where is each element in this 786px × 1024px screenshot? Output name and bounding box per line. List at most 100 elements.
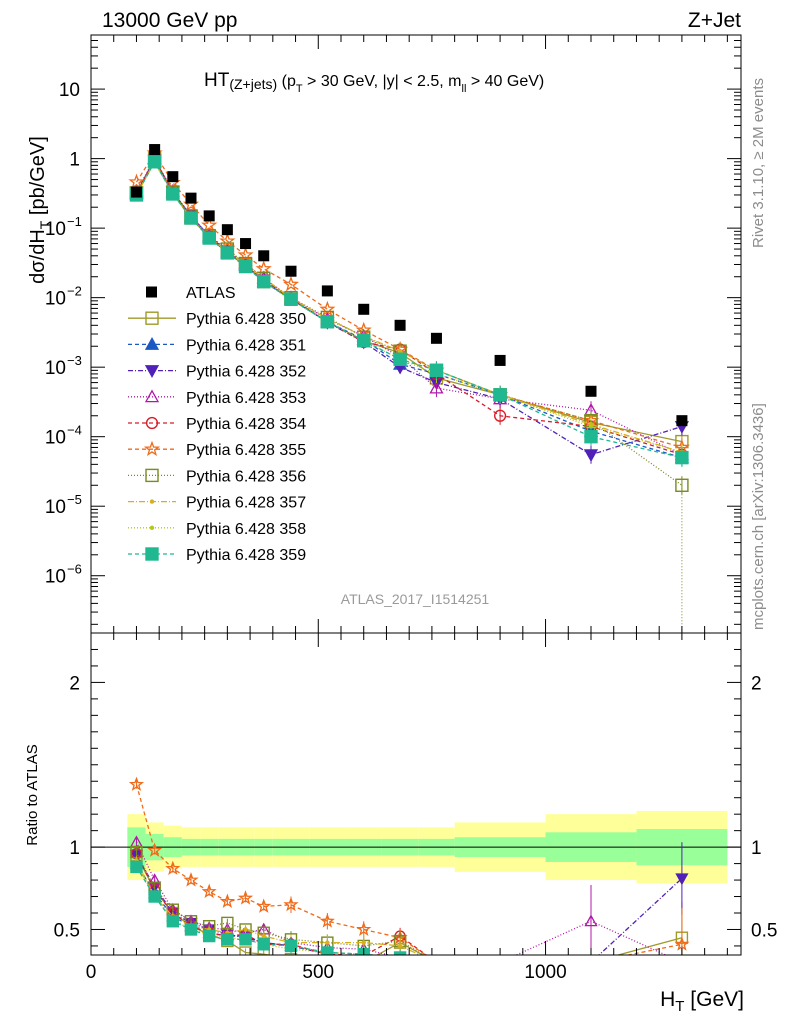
- x-axis-label: HT [GeV]: [660, 988, 744, 1015]
- legend-marker-5: [143, 440, 161, 457]
- series-point-5: [282, 275, 300, 292]
- header-right: Z+Jet: [688, 9, 741, 32]
- plot-title-mid: > 30 GeV, |y| < 2.5, m: [303, 73, 462, 90]
- series-point-8: [588, 424, 594, 429]
- series-line-8: [135, 161, 683, 453]
- x-axis-label-sub: T: [675, 998, 684, 1015]
- plot-title-main: HT: [204, 70, 230, 91]
- y-tick-label: 10: [45, 497, 66, 518]
- series-point-9: [184, 211, 198, 225]
- data-point: [130, 186, 142, 198]
- series-point-4: [493, 409, 507, 422]
- ratio-point-9: [239, 933, 252, 946]
- ratio-point-9: [393, 951, 407, 955]
- plot-title: HT(Z+jets) (pT > 30 GeV, |y| < 2.5, mll …: [204, 70, 544, 95]
- series-point-9: [257, 274, 271, 289]
- y-tick-label-exponent: −6: [67, 562, 82, 577]
- series-point-5: [219, 232, 236, 249]
- y-tick-label: 10: [45, 219, 66, 240]
- plot-title-sub3: ll: [462, 83, 467, 95]
- plot-title-close: > 40 GeV): [466, 73, 544, 90]
- series-point-2: [583, 449, 599, 463]
- series-point-9: [238, 259, 253, 274]
- data-point: [321, 285, 333, 297]
- series-point-9: [493, 388, 507, 402]
- ratio-y-tick-label: 1: [69, 838, 80, 859]
- plot-title-sub: (Z+jets): [229, 76, 277, 92]
- ratio-point-3: [584, 914, 598, 927]
- series-point-9: [166, 187, 180, 201]
- ratio-point-8: [398, 955, 402, 959]
- y-tick-label-exponent: −5: [67, 492, 82, 507]
- ratio-point-5: [283, 896, 299, 912]
- ratio-point-9: [257, 938, 270, 951]
- data-point: [430, 332, 442, 344]
- y-tick-label: 10: [59, 80, 80, 101]
- ratio-point-9: [184, 923, 198, 936]
- x-tick-label: 500: [302, 962, 334, 983]
- ratio-point-5: [319, 913, 335, 928]
- data-point: [221, 224, 233, 236]
- ratio-point-5: [356, 921, 372, 937]
- ratio-plot: 0 500 1000 0.5 0.5 1 1 2 2 Ratio to ATLAS HT [G…: [24, 632, 777, 1015]
- ratio-point-5: [674, 936, 690, 951]
- series-line-4: [135, 158, 683, 456]
- series-point-3: [429, 380, 444, 394]
- header-left: 13000 GeV pp: [102, 9, 237, 32]
- x-axis-label-main: H: [660, 988, 675, 1011]
- legend-marker-4: [145, 416, 159, 430]
- x-axis-label-unit: [GeV]: [684, 988, 744, 1011]
- legend-marker-6: [145, 468, 159, 483]
- data-point: [185, 192, 197, 204]
- legend-label-data: ATLAS: [186, 285, 236, 302]
- y-tick-label: 10: [45, 289, 66, 310]
- ratio-point-0: [239, 946, 252, 955]
- side-label-mcplots: mcplots.cern.ch [arXiv:1306.3436]: [750, 403, 767, 630]
- ratio-point-5: [256, 898, 272, 913]
- legend-label-2: Pythia 6.428 352: [186, 364, 306, 381]
- legend-marker-0: [145, 311, 159, 325]
- ratio-point-5: [237, 890, 254, 905]
- y-tick-label-exponent: −3: [67, 353, 82, 368]
- series-point-9: [220, 246, 235, 260]
- x-tick-label: 0: [86, 962, 97, 983]
- series-point-9: [675, 450, 689, 465]
- data-point: [167, 171, 179, 183]
- ratio-point-5: [201, 883, 217, 899]
- legend-label-5: Pythia 6.428 355: [186, 442, 306, 459]
- legend-label-4: Pythia 6.428 354: [186, 416, 306, 433]
- series-line-3: [135, 157, 683, 456]
- ratio-point-7: [397, 943, 403, 949]
- ratio-y-tick-label-right: 1: [751, 838, 762, 859]
- series-point-5: [255, 260, 272, 276]
- ratio-point-7: [325, 940, 330, 945]
- legend-label-0: Pythia 6.428 350: [186, 311, 306, 328]
- ratio-point-2: [357, 954, 371, 955]
- ratio-point-9: [321, 946, 334, 955]
- series-point-9: [202, 231, 216, 245]
- legend-label-8: Pythia 6.428 358: [186, 521, 306, 538]
- legend-label-1: Pythia 6.428 351: [186, 337, 306, 354]
- series-point-5: [201, 216, 218, 233]
- side-label-rivet: Rivet 3.1.10, ≥ 2M events: [750, 78, 767, 248]
- ratio-point-2: [675, 873, 689, 886]
- ratio-y-tick-label-right: 0.5: [751, 920, 777, 941]
- series-point-5: [128, 173, 145, 189]
- y-tick-label: 10: [45, 358, 66, 379]
- ratio-point-9: [202, 929, 216, 943]
- legend-label-6: Pythia 6.428 356: [186, 468, 306, 485]
- series-line-2: [135, 158, 683, 456]
- ratio-line-0: [135, 855, 683, 955]
- ratio-y-tick-label-right: 2: [751, 673, 762, 694]
- series-point-9: [429, 363, 444, 378]
- x-tick-label: 1000: [524, 962, 566, 983]
- legend-marker-7: [149, 499, 155, 504]
- ratio-point-9: [130, 860, 143, 874]
- data-point: [258, 250, 270, 262]
- ratio-point-6: [221, 916, 234, 930]
- data-point: [676, 415, 688, 427]
- ratio-point-5: [165, 860, 181, 875]
- data-point: [285, 265, 297, 277]
- data-point: [394, 319, 406, 331]
